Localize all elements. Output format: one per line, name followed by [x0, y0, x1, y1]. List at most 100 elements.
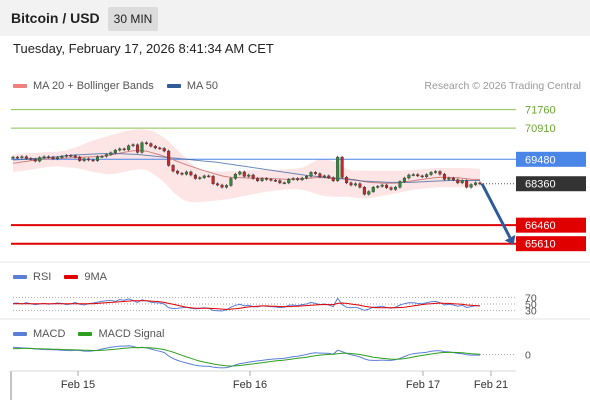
- projection-arrow-shaft: [480, 183, 512, 239]
- candle-body: [207, 175, 211, 178]
- time-tick-label: Feb 17: [406, 379, 440, 391]
- candle-body: [104, 154, 108, 157]
- candle-body: [100, 156, 104, 158]
- level-label-70910: 70910: [525, 123, 556, 135]
- rsi-level-label-30: 30: [525, 305, 537, 317]
- candle-body: [69, 155, 73, 157]
- legend-swatch-ma50: [166, 84, 181, 89]
- level-tag-69480: [516, 151, 586, 167]
- candle-body: [198, 177, 202, 179]
- candle-body: [438, 171, 442, 175]
- legend-swatch-macd-signal: [78, 332, 93, 337]
- candle-body: [287, 179, 291, 184]
- datetime-label: Tuesday, February 17, 2026 8:41:34 AM CE…: [13, 41, 274, 56]
- legend-label-rsi: RSI: [33, 271, 52, 283]
- legend-label-macd-signal: MACD Signal: [98, 328, 165, 340]
- candle-body: [47, 156, 51, 158]
- candle-body: [273, 180, 277, 182]
- level-label-69480: 69480: [525, 154, 556, 166]
- candle-body: [269, 179, 273, 181]
- candle-body: [367, 191, 371, 195]
- candle-body: [313, 172, 317, 174]
- legend-swatch-macd: [13, 332, 27, 337]
- candle-body: [465, 180, 469, 188]
- legend-item-macd-signal: MACD Signal: [78, 328, 164, 340]
- candle-body: [176, 170, 180, 174]
- candle-body: [318, 173, 322, 177]
- candle-body: [184, 171, 188, 175]
- candle-body: [474, 182, 478, 185]
- level-label-66460: 66460: [525, 220, 556, 232]
- candle-body: [220, 184, 224, 188]
- candle-body: [411, 174, 415, 176]
- candle-body: [167, 150, 171, 166]
- rsi-line: [12, 297, 481, 312]
- candle-body: [425, 174, 429, 177]
- candle-body: [144, 142, 148, 144]
- candle-body: [402, 177, 406, 182]
- candle-body: [82, 158, 86, 161]
- macd-zero-label: 0: [525, 350, 531, 362]
- candle-body: [385, 184, 389, 188]
- legend-label-ma20: MA 20 + Bollinger Bands: [33, 80, 154, 92]
- candle-body: [256, 178, 260, 181]
- candle-body: [162, 148, 166, 152]
- candle-body: [238, 171, 242, 175]
- legend-swatch-rsi: [13, 275, 27, 280]
- timeframe-button[interactable]: 30 MIN: [108, 7, 158, 31]
- bollinger-band: [13, 129, 480, 203]
- candle-body: [309, 172, 313, 177]
- candle-body: [353, 183, 358, 186]
- candle-body: [127, 145, 131, 150]
- candle-body: [362, 187, 366, 195]
- candle-body: [389, 187, 393, 190]
- candle-body: [229, 178, 233, 186]
- rsi-9ma-line: [13, 300, 481, 310]
- candle-body: [376, 186, 380, 188]
- candle-body: [171, 165, 175, 172]
- candle-body: [247, 174, 251, 177]
- legend-swatch-ma20: [13, 84, 27, 89]
- candle-body: [442, 173, 446, 180]
- candle-body: [11, 156, 15, 159]
- legend-label-ma50: MA 50: [186, 80, 219, 92]
- candle-body: [260, 178, 264, 181]
- candle-body: [429, 172, 433, 175]
- candle-body: [60, 156, 64, 158]
- candle-body: [211, 176, 215, 184]
- rsi-level-label-70: 70: [525, 293, 537, 305]
- candle-body: [264, 178, 269, 180]
- candle-body: [242, 171, 246, 177]
- candle-body: [358, 183, 362, 188]
- candle-body: [371, 187, 375, 192]
- candle-body: [42, 156, 46, 158]
- candle-body: [433, 171, 438, 173]
- candle-body: [407, 174, 411, 179]
- candle-body: [327, 175, 331, 178]
- legend-swatch-9ma: [64, 275, 79, 280]
- time-tick-label: Feb 16: [233, 379, 267, 391]
- price-legend: MA 20 + Bollinger Bands MA 50: [13, 80, 218, 92]
- macd-line: [12, 345, 480, 369]
- candle-body: [216, 183, 220, 186]
- candle-body: [224, 185, 229, 188]
- candle-body: [24, 156, 28, 159]
- level-label-71760: 71760: [525, 105, 556, 117]
- legend-item-ma50: MA 50: [166, 80, 219, 92]
- level-label-68360: 68360: [525, 179, 556, 191]
- candle-body: [331, 177, 335, 181]
- ma50-line: [12, 153, 480, 183]
- candle-body: [282, 182, 286, 185]
- candle-body: [78, 156, 82, 161]
- candle-body: [340, 156, 344, 178]
- candle-body: [202, 175, 206, 178]
- candle-body: [33, 159, 37, 162]
- candle-body: [113, 149, 117, 153]
- legend-label-macd: MACD: [33, 328, 66, 340]
- candle-body: [233, 173, 237, 179]
- level-label-65610: 65610: [525, 239, 556, 251]
- candle-body: [322, 175, 326, 178]
- instrument-title: Bitcoin / USD: [11, 10, 100, 26]
- candle-body: [180, 173, 184, 175]
- candle-body: [122, 148, 126, 151]
